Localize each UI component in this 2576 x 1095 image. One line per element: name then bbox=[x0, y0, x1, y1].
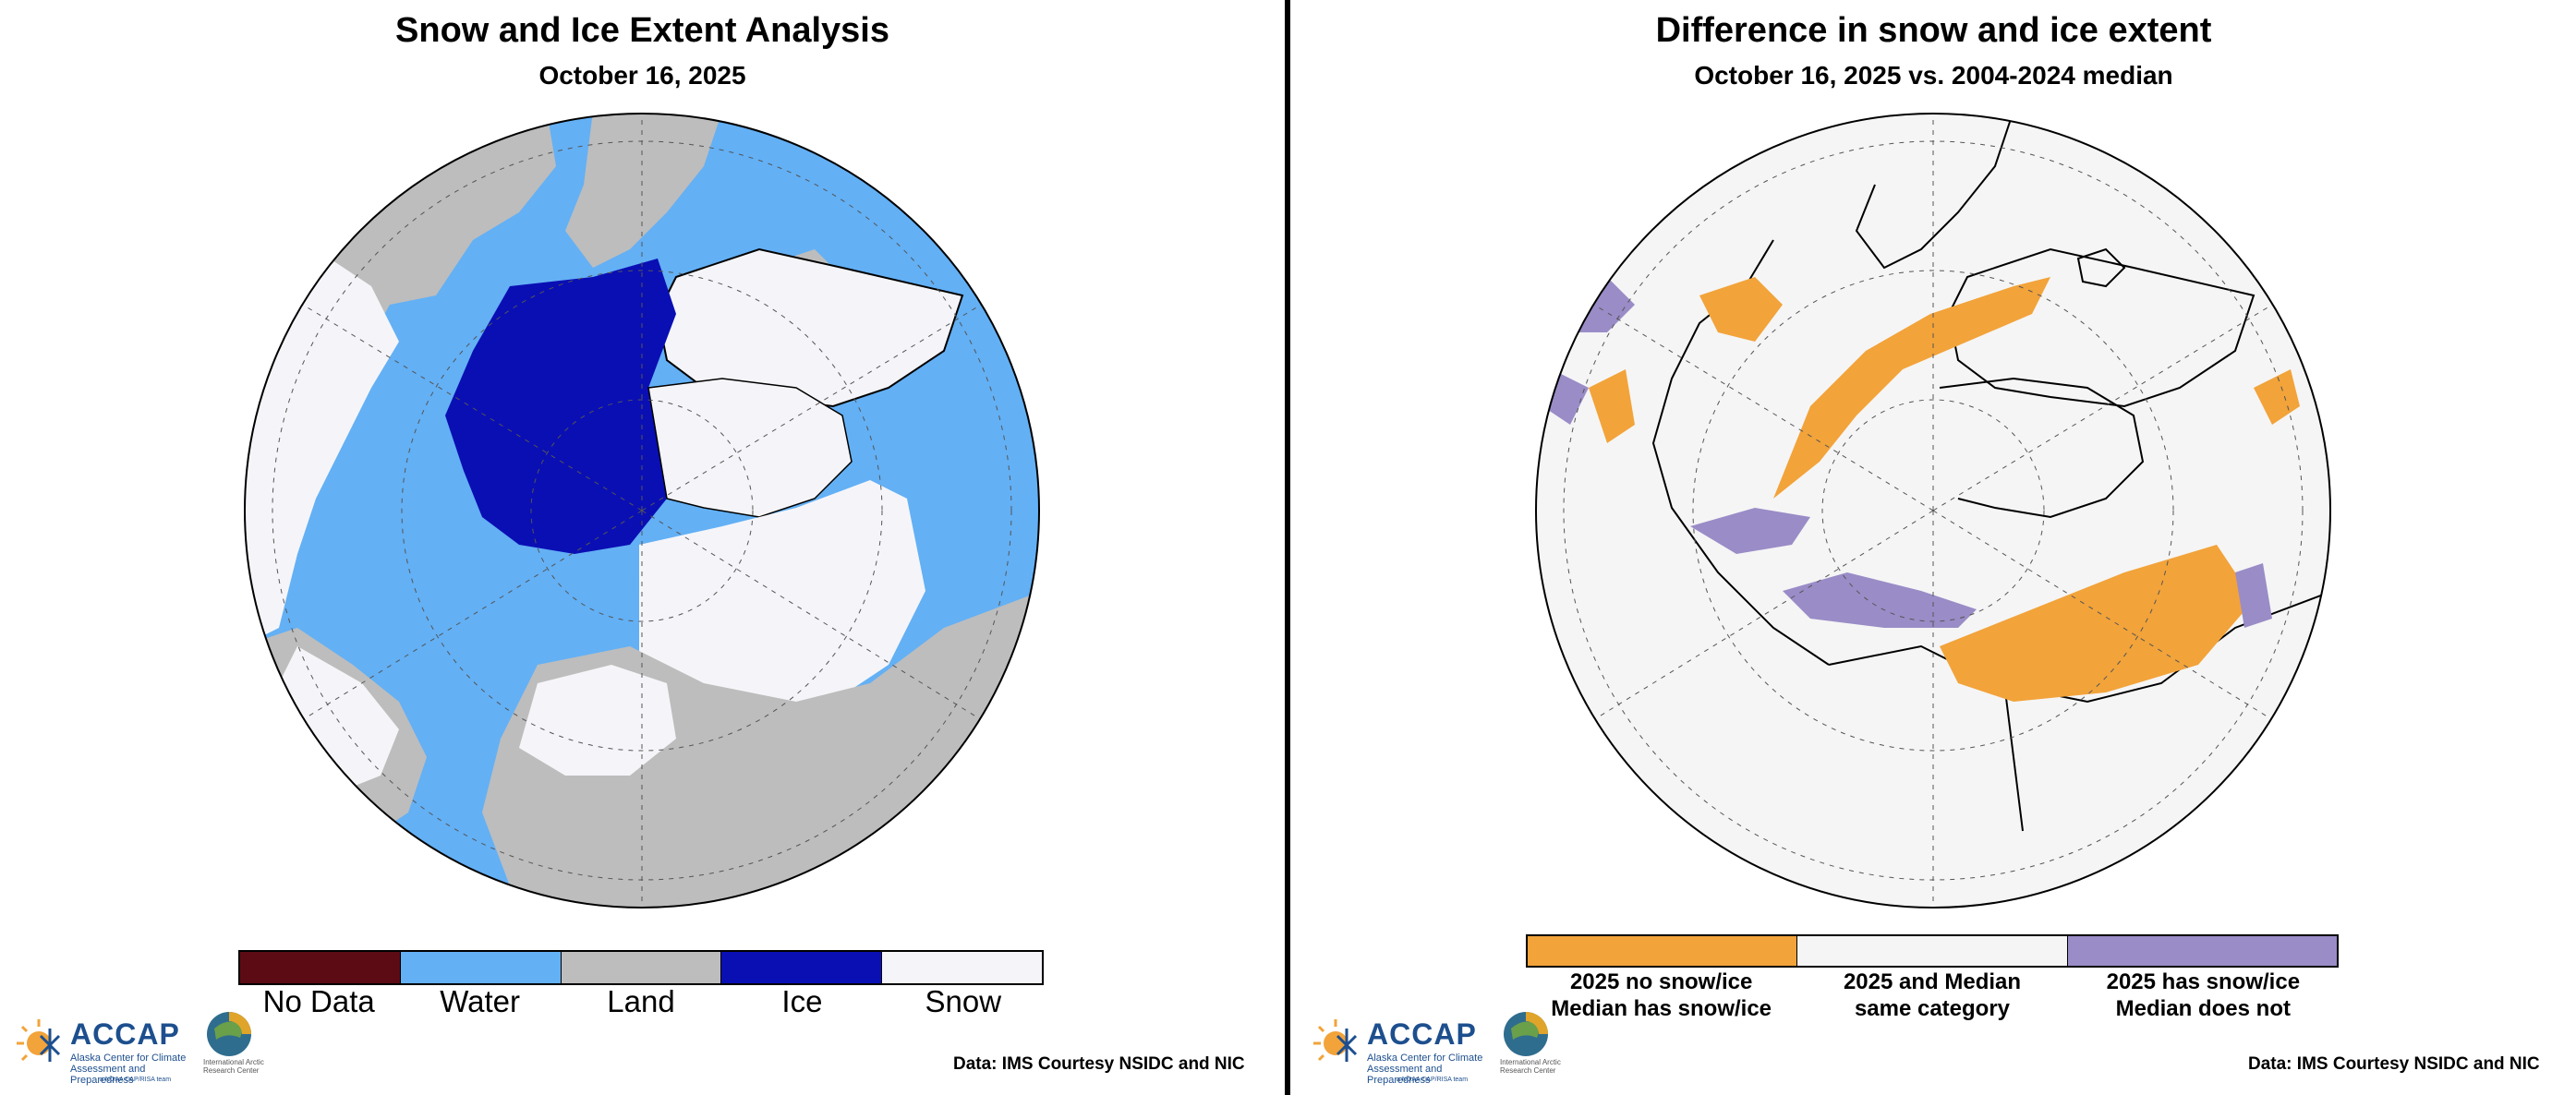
greenland-snow bbox=[656, 247, 964, 408]
legend-label-ice: Ice bbox=[781, 984, 823, 1018]
accap-wordmark: ACCAP bbox=[70, 1017, 180, 1051]
legend-label-same-line2: same category bbox=[1854, 996, 2011, 1021]
snow-ice-extent-panel: Snow and Ice Extent Analysis October 16,… bbox=[0, 0, 1285, 1095]
canadian-archipelago bbox=[647, 378, 853, 518]
right-subtitle: October 16, 2025 vs. 2004-2024 median bbox=[1694, 61, 2173, 90]
accap-logo: ACCAP Alaska Center for Climate Assessme… bbox=[13, 1008, 318, 1086]
legend-label-water: Water bbox=[440, 984, 520, 1018]
difference-legend-labels: 2025 no snow/ice Median has snow/ice 202… bbox=[1526, 969, 2339, 1022]
difference-legend-bar bbox=[1526, 934, 2339, 968]
iarc-name: International Arctic Research Center bbox=[1500, 1058, 1561, 1075]
map-border bbox=[1535, 113, 2331, 908]
legend-label-more-line1: 2025 has snow/ice bbox=[2106, 969, 2301, 994]
legend-label-no-data: No Data bbox=[262, 984, 375, 1018]
scandinavia-land bbox=[565, 114, 722, 268]
legend-label-snow: Snow bbox=[925, 984, 1002, 1018]
panel-divider bbox=[1285, 0, 1290, 1095]
right-title: Difference in snow and ice extent bbox=[1655, 11, 2212, 50]
left-subtitle: October 16, 2025 bbox=[538, 61, 746, 90]
accap-logo-right: ACCAP Alaska Center for Climate Assessme… bbox=[1310, 1008, 1615, 1086]
accap-wordmark: ACCAP bbox=[1367, 1017, 1477, 1051]
legend-swatch-ice bbox=[721, 952, 883, 983]
difference-panel: Difference in snow and ice extent Octobe… bbox=[1291, 0, 2576, 1095]
legend-label-more: 2025 has snow/ice Median does not bbox=[2068, 969, 2339, 1022]
iarc-name: International Arctic Research Center bbox=[203, 1058, 264, 1075]
sea-ice bbox=[445, 259, 676, 554]
north-america-snow bbox=[639, 480, 925, 720]
data-credit-right: Data: IMS Courtesy NSIDC and NIC bbox=[2248, 1054, 2540, 1074]
iarc-globe-icon bbox=[207, 1012, 251, 1056]
accap-tagline: Alaska Center for Climate Assessment and… bbox=[70, 1053, 187, 1086]
sun-snowflake-icon bbox=[17, 1019, 61, 1062]
graticule bbox=[245, 114, 1039, 908]
legend-label-less-line2: Median has snow/ice bbox=[1551, 996, 1772, 1021]
accap-tagline: Alaska Center for Climate Assessment and… bbox=[1367, 1053, 1483, 1086]
legend-label-same-line1: 2025 and Median bbox=[1843, 969, 2022, 994]
map-border bbox=[244, 113, 1040, 908]
legend-swatch-no-data bbox=[240, 952, 401, 983]
legend-swatch-less bbox=[1528, 936, 1798, 966]
legend-label-land: Land bbox=[607, 984, 675, 1018]
difference-map bbox=[1535, 113, 2331, 908]
legend-label-more-line2: Median does not bbox=[2115, 996, 2291, 1021]
legend-swatch-water bbox=[400, 952, 562, 983]
legend-swatch-land bbox=[561, 952, 722, 983]
iarc-globe-icon bbox=[1504, 1012, 1548, 1056]
accap-program: a NOAA CAP/RISA team bbox=[1397, 1077, 1469, 1083]
legend-label-less-line1: 2025 no snow/ice bbox=[1569, 969, 1753, 994]
alaska-snow bbox=[519, 665, 676, 776]
sun-snowflake-icon bbox=[1313, 1019, 1358, 1062]
category-legend-bar bbox=[238, 950, 1044, 985]
legend-label-less: 2025 no snow/ice Median has snow/ice bbox=[1526, 969, 1796, 1022]
legend-label-same: 2025 and Median same category bbox=[1796, 969, 2067, 1022]
snow-ice-extent-map bbox=[244, 113, 1040, 908]
legend-swatch-snow bbox=[882, 952, 1042, 983]
category-legend-labels: No Data Water Land Ice Snow bbox=[238, 984, 1044, 1019]
left-title: Snow and Ice Extent Analysis bbox=[395, 11, 889, 50]
graticule bbox=[1536, 114, 2330, 908]
legend-swatch-more bbox=[2067, 936, 2337, 966]
legend-swatch-same bbox=[1797, 936, 2068, 966]
accap-program: a NOAA CAP/RISA team bbox=[100, 1077, 172, 1083]
data-credit-left: Data: IMS Courtesy NSIDC and NIC bbox=[953, 1054, 1245, 1074]
less-snow-ice-areas bbox=[1589, 277, 2300, 702]
eurasia-snow bbox=[245, 249, 399, 646]
